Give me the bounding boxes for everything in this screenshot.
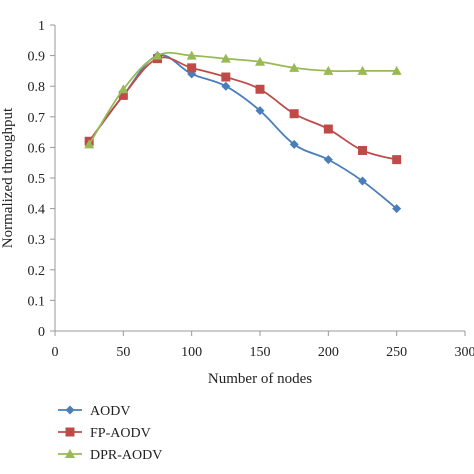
data-point-fp-aodv <box>221 72 231 82</box>
data-point-dpr-aodv <box>391 65 402 75</box>
data-point-fp-aodv <box>392 155 402 165</box>
series-layer <box>84 50 402 214</box>
legend-label: DPR-AODV <box>90 448 162 463</box>
data-point-dpr-aodv <box>84 139 95 149</box>
axes <box>54 25 465 332</box>
data-point-dpr-aodv <box>255 56 265 66</box>
data-point-dpr-aodv <box>357 65 368 75</box>
y-tick-group: 0 0.1 0.2 0.3 0.4 0.5 0.6 0.7 0.8 0.9 1 <box>28 19 55 340</box>
y-tick-label: 0.1 <box>28 294 46 309</box>
data-point-fp-aodv <box>289 109 299 119</box>
x-tick-label: 150 <box>250 345 271 360</box>
legend-label: FP-AODV <box>90 426 151 441</box>
legend-item-aodv: AODV <box>58 404 130 419</box>
data-point-aodv <box>323 155 333 165</box>
data-point-fp-aodv <box>187 63 197 73</box>
data-point-dpr-aodv <box>118 84 129 94</box>
y-tick-label: 1 <box>38 19 45 34</box>
data-point-aodv <box>255 106 265 116</box>
y-tick-label: 0.8 <box>28 80 46 95</box>
legend-marker <box>65 427 75 437</box>
legend-item-dpr-aodv: DPR-AODV <box>58 448 162 463</box>
series-line-aodv <box>88 54 398 210</box>
legend-label: AODV <box>90 404 130 419</box>
data-point-dpr-aodv <box>220 53 231 63</box>
x-tick-label: 50 <box>116 345 130 360</box>
data-point-fp-aodv <box>323 124 333 134</box>
x-axis-title: Number of nodes <box>208 371 312 387</box>
x-tick-label: 250 <box>386 345 407 360</box>
data-point-fp-aodv <box>118 90 128 100</box>
y-tick-label: 0.6 <box>28 141 46 156</box>
x-tick-label: 300 <box>455 345 474 360</box>
legend-marker <box>65 449 75 458</box>
y-axis-title: Normalized throughput <box>0 107 16 248</box>
legend-item-fp-aodv: FP-AODV <box>58 426 151 441</box>
legend: AODV FP-AODV DPR-AODV <box>58 404 162 463</box>
data-point-aodv <box>221 81 231 91</box>
y-tick-label: 0.4 <box>28 203 46 218</box>
y-tick-label: 0.7 <box>28 111 46 126</box>
data-point-aodv <box>358 176 367 186</box>
series-aodv <box>84 51 402 214</box>
series-line-fp-aodv <box>88 56 397 161</box>
data-point-aodv <box>289 139 299 149</box>
x-tick-label: 0 <box>52 345 59 360</box>
y-tick-label: 0.9 <box>28 50 46 65</box>
y-tick-label: 0.5 <box>28 172 46 187</box>
y-tick-label: 0 <box>38 325 45 340</box>
data-point-dpr-aodv <box>152 50 163 60</box>
y-tick-label: 0.2 <box>28 264 46 279</box>
y-tick-label: 0.3 <box>28 233 46 248</box>
data-point-fp-aodv <box>358 145 367 155</box>
x-tick-label: 200 <box>318 345 339 360</box>
data-point-fp-aodv <box>255 84 265 94</box>
x-tick-group: 0 50 100 150 200 250 300 <box>52 331 474 360</box>
series-dpr-aodv <box>84 50 402 149</box>
legend-marker <box>65 405 75 415</box>
data-point-dpr-aodv <box>186 50 197 60</box>
data-point-dpr-aodv <box>323 65 334 75</box>
data-point-aodv <box>392 204 402 214</box>
series-line-dpr-aodv <box>88 51 397 145</box>
x-tick-label: 100 <box>181 345 202 360</box>
data-point-dpr-aodv <box>289 62 300 72</box>
